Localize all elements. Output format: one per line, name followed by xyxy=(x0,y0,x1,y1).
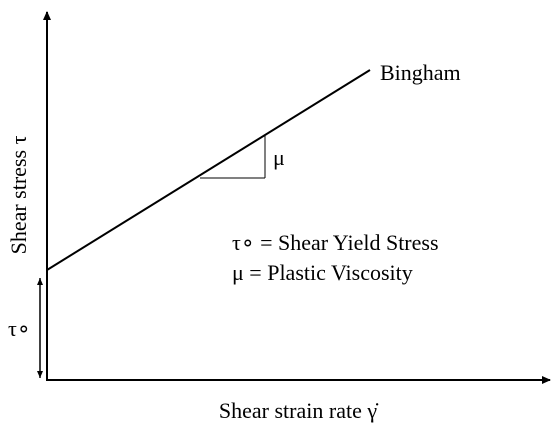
slope-label: μ xyxy=(273,145,285,170)
legend-line: τ∘ = Shear Yield Stress xyxy=(232,230,439,255)
intercept-label: τ∘ xyxy=(8,316,31,341)
bingham-line xyxy=(46,69,371,271)
legend-line: μ = Plastic Viscosity xyxy=(232,260,413,285)
curve-label: Bingham xyxy=(380,60,461,85)
y-axis-label: Shear stress τ xyxy=(6,135,31,254)
x-axis-label: Shear strain rate γ̇ xyxy=(219,398,379,423)
